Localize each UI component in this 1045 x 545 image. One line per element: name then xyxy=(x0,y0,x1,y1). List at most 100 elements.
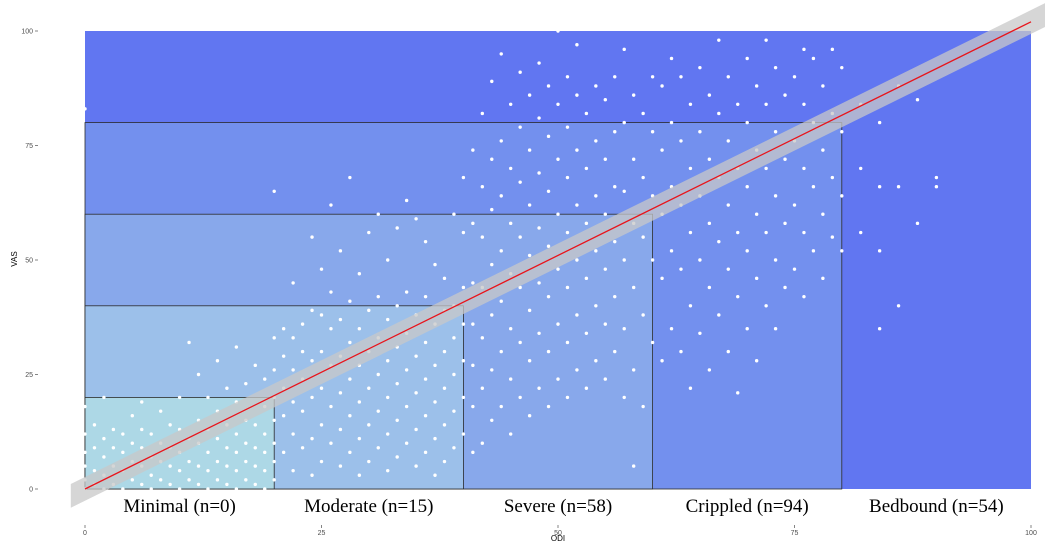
data-point xyxy=(329,327,333,331)
data-point xyxy=(386,317,390,322)
data-point xyxy=(442,349,447,354)
data-point xyxy=(499,349,503,354)
data-point xyxy=(263,468,267,473)
data-point xyxy=(698,130,702,134)
data-point xyxy=(773,194,778,198)
data-point xyxy=(357,400,362,404)
data-point xyxy=(603,212,607,216)
data-point xyxy=(499,299,503,303)
x-axis: 0 25 50 75 100 xyxy=(83,525,1037,537)
data-point xyxy=(556,377,560,381)
regression-line-layer xyxy=(84,21,1032,490)
data-point xyxy=(319,267,324,271)
data-point xyxy=(537,116,541,120)
data-point xyxy=(177,395,182,400)
data-point xyxy=(650,258,655,262)
data-point xyxy=(688,166,693,171)
data-point xyxy=(650,75,655,79)
data-point xyxy=(225,464,229,468)
data-point xyxy=(556,157,560,161)
data-point xyxy=(272,441,276,445)
data-point xyxy=(471,221,475,226)
data-point xyxy=(622,189,626,193)
data-point xyxy=(215,478,220,482)
data-point xyxy=(556,322,560,326)
data-point xyxy=(622,327,626,331)
data-point xyxy=(877,120,882,125)
data-point xyxy=(745,120,749,125)
data-point xyxy=(187,478,191,482)
data-point xyxy=(234,345,239,349)
data-point xyxy=(206,468,210,473)
data-point xyxy=(263,487,267,491)
data-point xyxy=(168,464,172,468)
data-point xyxy=(736,102,740,106)
data-point xyxy=(168,423,172,427)
data-point xyxy=(783,157,787,161)
data-point xyxy=(319,349,324,354)
data-point xyxy=(679,349,683,354)
data-point xyxy=(726,349,730,354)
data-point xyxy=(395,418,399,422)
data-point xyxy=(490,262,494,267)
data-point xyxy=(490,313,494,317)
data-point xyxy=(480,235,485,239)
data-point xyxy=(291,468,295,473)
data-point xyxy=(357,272,362,276)
data-point xyxy=(272,478,276,482)
data-point xyxy=(357,473,362,477)
data-point xyxy=(414,464,418,468)
data-point xyxy=(338,249,343,253)
data-point xyxy=(253,446,257,450)
data-point xyxy=(792,75,797,79)
data-point xyxy=(367,386,371,390)
data-point xyxy=(915,221,920,226)
data-point xyxy=(225,446,229,450)
data-point xyxy=(584,386,589,390)
data-point xyxy=(631,368,636,372)
data-point xyxy=(263,377,267,381)
data-point xyxy=(537,386,541,390)
data-point xyxy=(594,194,598,198)
x-axis-title: ODI xyxy=(551,534,565,543)
data-point xyxy=(613,239,617,244)
data-point xyxy=(499,404,503,409)
data-point xyxy=(840,130,844,134)
data-point xyxy=(537,226,541,230)
category-label: Bedbound (n=54) xyxy=(869,496,1004,517)
data-point xyxy=(310,308,314,313)
data-point xyxy=(717,111,721,116)
data-point xyxy=(348,450,352,455)
data-point xyxy=(830,47,835,52)
data-point xyxy=(300,322,305,326)
data-point xyxy=(613,349,617,354)
data-point xyxy=(565,395,570,400)
data-point xyxy=(130,441,134,445)
data-point xyxy=(679,75,683,79)
data-point xyxy=(584,166,589,171)
data-point xyxy=(376,372,380,377)
data-point xyxy=(518,125,522,129)
data-point xyxy=(584,331,589,335)
data-point xyxy=(584,111,589,116)
data-point xyxy=(225,386,229,390)
data-point xyxy=(499,139,503,143)
data-point xyxy=(348,299,352,303)
data-point xyxy=(509,221,513,226)
data-point xyxy=(537,171,541,175)
data-point xyxy=(263,432,267,436)
data-point xyxy=(745,249,749,253)
data-point xyxy=(452,212,456,216)
data-point xyxy=(660,276,664,281)
data-point xyxy=(877,249,882,253)
data-point xyxy=(499,249,503,253)
data-point xyxy=(669,327,674,331)
data-point xyxy=(480,336,485,340)
data-point xyxy=(792,203,797,207)
data-point xyxy=(480,111,485,116)
data-point xyxy=(414,391,418,395)
data-point xyxy=(234,450,239,455)
data-point xyxy=(499,52,503,56)
data-point xyxy=(187,340,191,345)
